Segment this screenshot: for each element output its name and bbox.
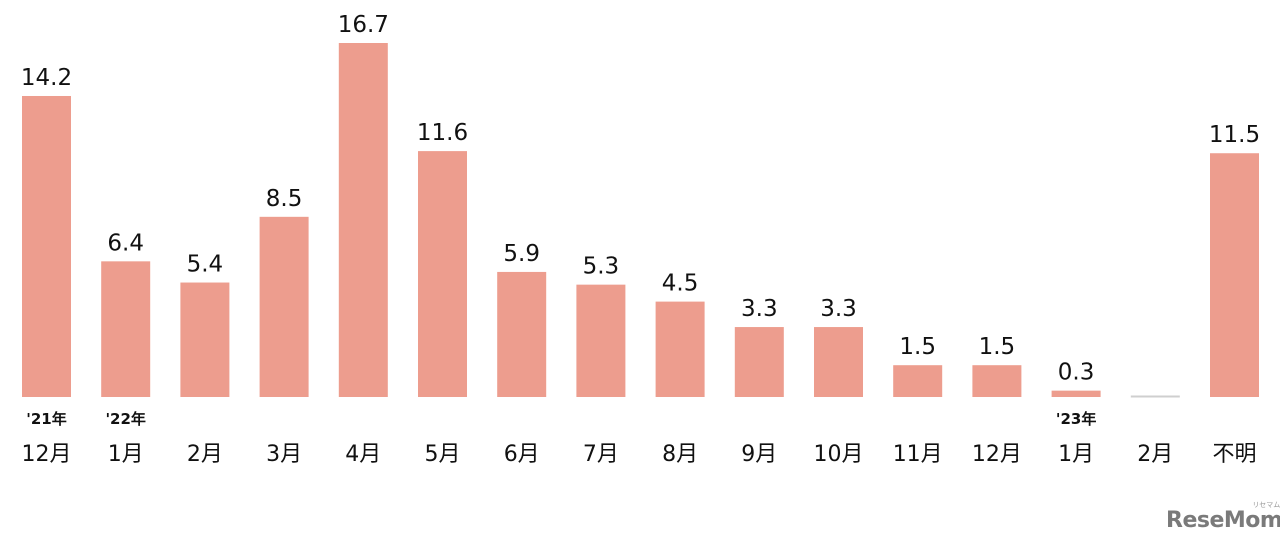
category-label-0: 12月 [22,442,72,467]
category-label-11: 11月 [893,442,943,467]
value-label-2: 5.4 [187,252,224,278]
category-label-14: 2月 [1137,442,1173,467]
value-label-9: 3.3 [741,296,778,322]
bar-4 [338,43,388,397]
bar-6 [497,271,547,397]
category-label-15: 不明 [1212,442,1256,467]
bar-5 [418,151,467,397]
bar-15 [1210,153,1259,397]
bar-2 [180,282,230,397]
value-label-13: 0.3 [1058,360,1095,386]
value-label-5: 11.6 [417,120,468,146]
category-label-8: 8月 [662,442,698,467]
category-label-12: 12月 [972,442,1022,467]
category-label-4: 4月 [345,442,381,467]
bar-10 [814,327,863,397]
value-label-15: 11.5 [1209,122,1260,148]
bar-3 [259,216,309,397]
category-label-3: 3月 [266,442,302,467]
value-label-3: 8.5 [266,186,303,212]
value-label-7: 5.3 [583,254,620,280]
value-label-4: 16.7 [338,12,389,38]
value-label-0: 14.2 [21,65,72,91]
bar-7 [576,284,626,397]
bar-9 [734,327,784,397]
logo-kana: リセマム [1252,501,1280,509]
year-label-1: '22年 [105,410,145,428]
value-label-8: 4.5 [662,271,699,297]
logo-text: ReseMom [1166,508,1280,533]
value-label-10: 3.3 [820,296,857,322]
bar-13 [1051,390,1101,397]
bar-11 [893,365,943,397]
bar-12 [972,365,1022,397]
year-label-13: '23年 [1056,410,1096,428]
bar-0 [22,95,71,397]
category-label-5: 5月 [425,442,461,467]
value-label-12: 1.5 [979,334,1016,360]
value-label-6: 5.9 [503,241,540,267]
bar-8 [655,301,705,397]
category-label-6: 6月 [504,442,540,467]
category-label-7: 7月 [583,442,619,467]
value-label-11: 1.5 [899,334,936,360]
category-label-13: 1月 [1058,442,1094,467]
category-label-1: 1月 [108,442,144,467]
category-label-9: 9月 [741,442,777,467]
resemom-logo: ReseMom リセマム [1166,501,1280,533]
value-label-1: 6.4 [107,230,144,256]
year-label-0: '21年 [26,410,66,428]
bar-1 [101,261,151,397]
category-label-10: 10月 [814,442,864,467]
category-label-2: 2月 [187,442,223,467]
